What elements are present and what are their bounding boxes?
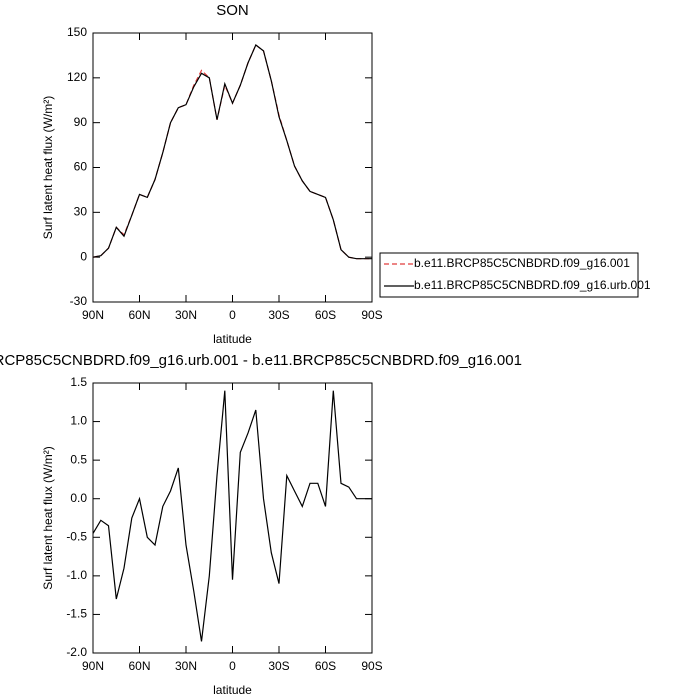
y-tick-label: 30 — [74, 205, 88, 219]
y-tick-label: 60 — [74, 160, 88, 174]
x-tick-label: 30N — [175, 308, 197, 322]
series-line — [92, 44, 372, 260]
y-axis-label: Surf latent heat flux (W/m²) — [41, 96, 55, 239]
x-axis-label: latitude — [213, 332, 252, 346]
y-tick-label: -2.0 — [66, 645, 87, 659]
y-tick-label: 1.5 — [70, 375, 87, 389]
x-tick-label: 90S — [361, 308, 382, 322]
y-tick-label: 120 — [67, 70, 87, 84]
series-line — [92, 390, 372, 642]
x-tick-label: 60N — [128, 659, 150, 673]
legend-box — [379, 252, 639, 298]
x-tick-label: 0 — [229, 308, 236, 322]
series-line — [92, 44, 372, 260]
y-tick-label: -1.5 — [66, 607, 87, 621]
y-tick-label: 90 — [74, 115, 88, 129]
x-tick-label: 60S — [315, 308, 336, 322]
x-tick-label: 0 — [229, 659, 236, 673]
x-tick-label: 90S — [361, 659, 382, 673]
y-tick-label: 0.5 — [70, 452, 87, 466]
legend-label: b.e11.BRCP85C5CNBDRD.f09_g16.urb.001 — [414, 278, 651, 292]
y-tick-label: 0.0 — [70, 491, 87, 505]
y-tick-label: -30 — [70, 294, 88, 308]
plot-frame — [92, 32, 373, 303]
plot-frame — [92, 382, 373, 654]
y-tick-label: -1.0 — [66, 568, 87, 582]
chart-title: b.e11.BRCP85C5CNBDRD.f09_g16.urb.001 - b… — [0, 352, 522, 369]
x-tick-label: 60S — [315, 659, 336, 673]
x-tick-label: 30S — [268, 659, 289, 673]
legend-label: b.e11.BRCP85C5CNBDRD.f09_g16.001 — [414, 256, 630, 270]
x-tick-label: 30N — [175, 659, 197, 673]
y-tick-label: 1.0 — [70, 414, 87, 428]
y-tick-label: 150 — [67, 25, 87, 39]
x-tick-label: 90N — [82, 308, 104, 322]
y-tick-label: -0.5 — [66, 529, 87, 543]
x-tick-label: 60N — [128, 308, 150, 322]
y-axis-label: Surf latent heat flux (W/m²) — [41, 446, 55, 589]
x-tick-label: 30S — [268, 308, 289, 322]
chart-title: SON — [216, 2, 249, 19]
y-tick-label: 0 — [80, 249, 87, 263]
x-tick-label: 90N — [82, 659, 104, 673]
x-axis-label: latitude — [213, 683, 252, 697]
